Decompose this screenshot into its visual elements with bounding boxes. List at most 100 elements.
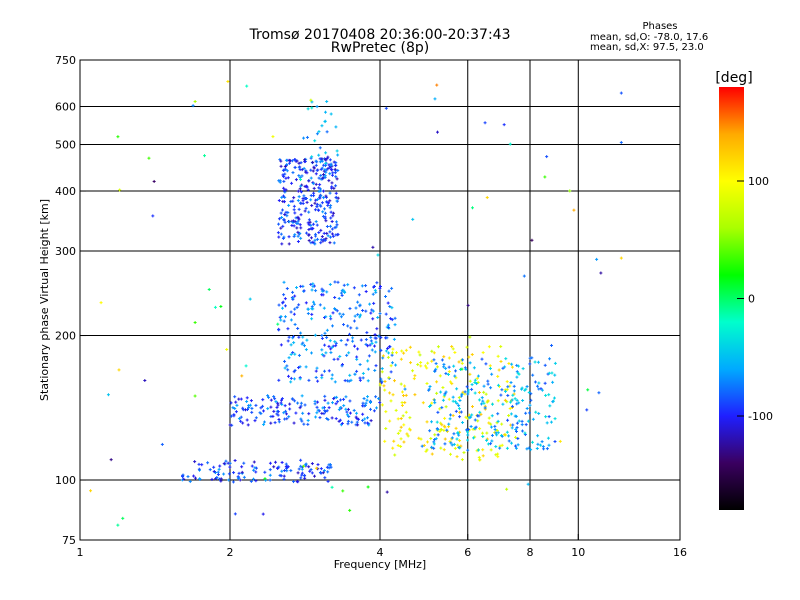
data-point bbox=[286, 327, 290, 331]
data-point bbox=[320, 293, 324, 297]
data-point bbox=[299, 213, 303, 217]
data-point bbox=[334, 417, 338, 421]
data-point bbox=[254, 479, 258, 483]
data-point bbox=[446, 373, 450, 377]
data-point bbox=[280, 469, 284, 473]
data-point bbox=[398, 429, 402, 433]
data-point bbox=[297, 207, 301, 211]
data-point bbox=[449, 413, 453, 417]
data-point bbox=[333, 280, 337, 284]
data-point bbox=[322, 231, 326, 235]
data-point bbox=[494, 453, 498, 457]
data-point bbox=[283, 417, 287, 421]
data-point bbox=[510, 404, 514, 408]
data-point bbox=[304, 365, 308, 369]
data-point bbox=[304, 206, 308, 210]
y-tick-label: 100 bbox=[55, 474, 76, 487]
data-point bbox=[326, 479, 330, 483]
data-point bbox=[309, 98, 313, 102]
data-point bbox=[508, 407, 512, 411]
data-point bbox=[255, 466, 259, 470]
data-point bbox=[292, 377, 296, 381]
data-point bbox=[353, 372, 357, 376]
data-point bbox=[468, 361, 472, 365]
data-point bbox=[335, 177, 339, 181]
data-point bbox=[374, 406, 378, 410]
data-point bbox=[323, 331, 327, 335]
data-point bbox=[490, 372, 494, 376]
data-point bbox=[310, 317, 314, 321]
data-point bbox=[495, 428, 499, 432]
data-point bbox=[536, 442, 540, 446]
data-point bbox=[516, 437, 520, 441]
data-point bbox=[282, 477, 286, 481]
data-point bbox=[269, 405, 273, 409]
data-point bbox=[368, 400, 372, 404]
data-point bbox=[307, 239, 311, 243]
data-point bbox=[499, 393, 503, 397]
data-point bbox=[229, 414, 233, 418]
data-point bbox=[324, 194, 328, 198]
data-point bbox=[300, 419, 304, 423]
y-axis-ticks: 75 100 200 300 400 500 600 750 bbox=[55, 54, 86, 547]
data-point bbox=[439, 446, 443, 450]
data-point bbox=[341, 288, 345, 292]
data-point bbox=[206, 461, 210, 465]
data-point bbox=[488, 367, 492, 371]
data-point bbox=[379, 377, 383, 381]
data-point bbox=[252, 460, 256, 464]
data-point bbox=[314, 289, 318, 293]
data-point bbox=[324, 351, 328, 355]
data-point bbox=[461, 358, 465, 362]
data-point bbox=[388, 305, 392, 309]
data-point bbox=[408, 416, 412, 420]
data-point bbox=[529, 392, 533, 396]
data-point bbox=[252, 477, 256, 481]
data-point bbox=[458, 415, 462, 419]
data-point bbox=[328, 339, 332, 343]
data-point bbox=[355, 369, 359, 373]
data-point bbox=[291, 297, 295, 301]
data-point bbox=[330, 324, 334, 328]
data-point bbox=[345, 413, 349, 417]
data-point bbox=[441, 398, 445, 402]
data-point bbox=[296, 480, 300, 484]
data-point bbox=[365, 398, 369, 402]
data-point bbox=[323, 174, 327, 178]
data-point bbox=[345, 410, 349, 414]
y-tick-label: 75 bbox=[62, 534, 76, 547]
data-point bbox=[325, 224, 329, 228]
data-point bbox=[292, 219, 296, 223]
data-point bbox=[301, 197, 305, 201]
data-point bbox=[501, 402, 505, 406]
data-point bbox=[466, 448, 470, 452]
data-point bbox=[277, 235, 281, 239]
data-point bbox=[315, 366, 319, 370]
data-point bbox=[293, 322, 297, 326]
data-point bbox=[380, 367, 384, 371]
data-point bbox=[322, 207, 326, 211]
data-point bbox=[318, 416, 322, 420]
y-tick-label: 600 bbox=[55, 101, 76, 114]
data-point bbox=[390, 286, 394, 290]
data-point bbox=[310, 471, 314, 475]
data-point bbox=[117, 368, 121, 372]
data-point bbox=[323, 119, 327, 123]
data-point bbox=[234, 410, 238, 414]
data-point bbox=[276, 466, 280, 470]
data-point bbox=[333, 340, 337, 344]
data-point bbox=[191, 104, 195, 108]
data-point bbox=[246, 423, 250, 427]
data-point bbox=[471, 206, 475, 210]
data-point bbox=[323, 164, 327, 168]
data-point bbox=[280, 460, 284, 464]
data-point bbox=[335, 220, 339, 224]
data-point bbox=[293, 165, 297, 169]
x-tick-label: 4 bbox=[377, 546, 384, 559]
data-point bbox=[373, 336, 377, 340]
data-point bbox=[423, 364, 427, 368]
data-point bbox=[468, 372, 472, 376]
data-point bbox=[496, 431, 500, 435]
data-point bbox=[451, 399, 455, 403]
data-point bbox=[322, 354, 326, 358]
